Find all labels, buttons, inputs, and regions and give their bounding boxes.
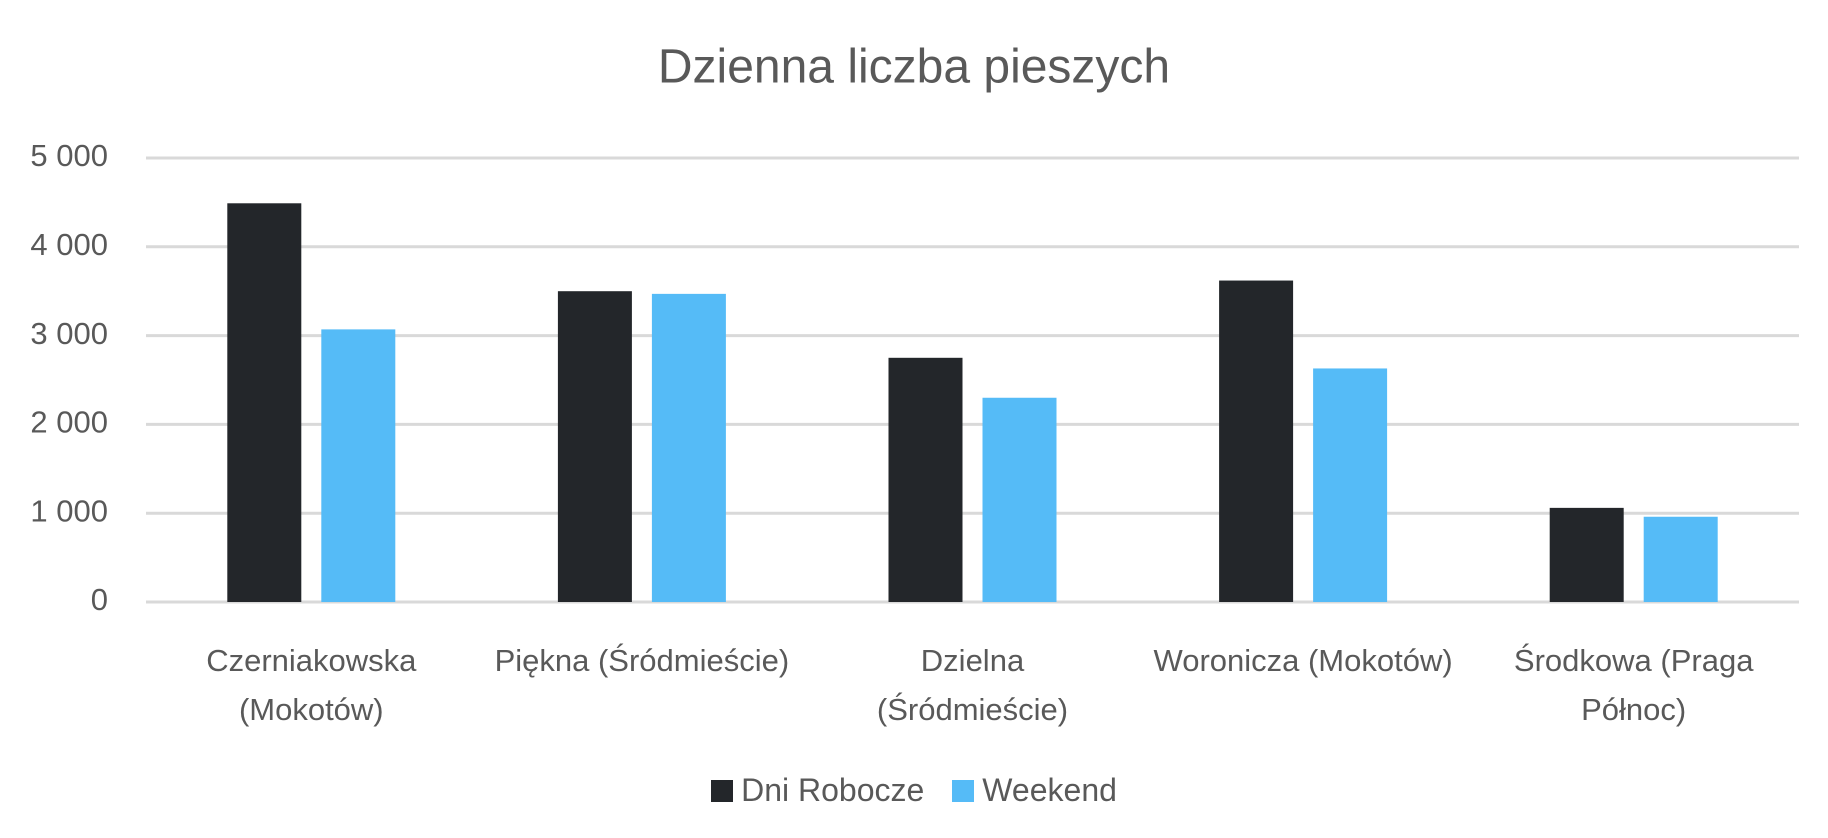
x-tick-label: Dzielna (Śródmieście) — [876, 643, 1069, 727]
bar — [1313, 368, 1388, 602]
bar — [321, 329, 396, 602]
bar — [888, 357, 963, 602]
bar — [1549, 507, 1624, 602]
legend: Dni Robocze Weekend — [0, 772, 1828, 810]
y-tick-label: 3 000 — [30, 316, 108, 351]
legend-swatch — [711, 779, 734, 802]
legend-item: Weekend — [952, 772, 1117, 809]
bar — [982, 397, 1057, 602]
chart-title: Dzienna liczba pieszych — [658, 41, 1170, 94]
x-tick-label: Środkowa (Praga Północ) — [1513, 643, 1754, 727]
x-tick-label: Woronicza (Mokotów) — [1153, 643, 1453, 678]
bar — [1643, 516, 1718, 602]
y-tick-label: 0 — [91, 582, 108, 617]
legend-item: Dni Robocze — [711, 772, 924, 809]
bar — [227, 203, 302, 602]
bar — [1219, 280, 1294, 602]
y-tick-label: 4 000 — [30, 227, 108, 262]
bar — [651, 293, 726, 602]
x-tick-label: Piękna (Śródmieście) — [494, 643, 790, 678]
legend-swatch — [952, 779, 975, 802]
x-tick-label: Czerniakowska (Mokotów) — [206, 643, 417, 727]
legend-label: Dni Robocze — [741, 772, 925, 808]
y-tick-label: 1 000 — [30, 493, 108, 528]
y-tick-label: 5 000 — [30, 138, 108, 173]
y-tick-label: 2 000 — [30, 405, 108, 440]
legend-label: Weekend — [982, 772, 1117, 808]
bar — [557, 291, 632, 602]
